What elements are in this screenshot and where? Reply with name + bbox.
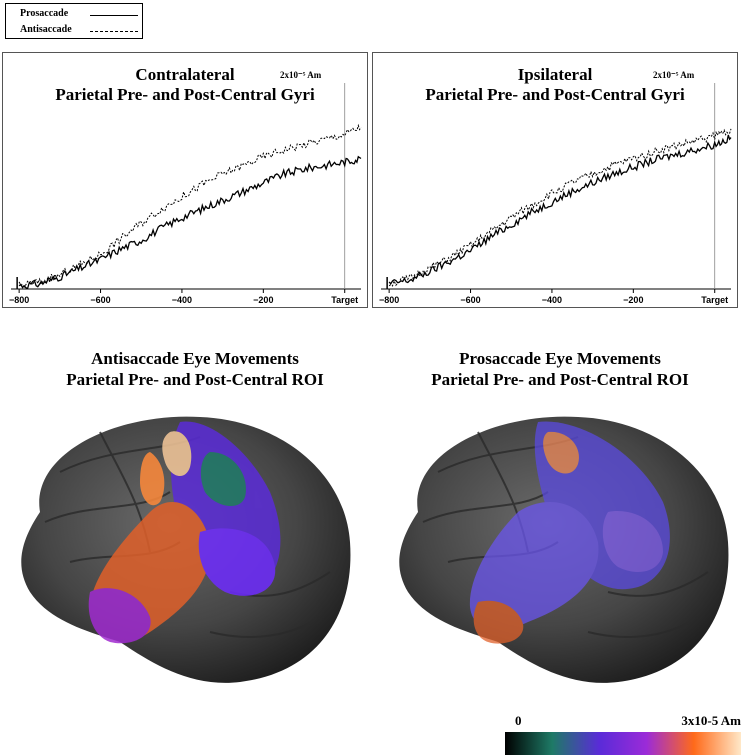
legend-line-prosaccade (90, 15, 138, 16)
brain-title-antisaccade: Antisaccade Eye Movements Parietal Pre- … (30, 348, 360, 390)
legend-label-antisaccade: Antisaccade (20, 24, 72, 35)
legend: Prosaccade Antisaccade (5, 3, 143, 39)
x-tick-label: −400 (542, 295, 562, 305)
chart-panel-ipsilateral: −800 −600 −400 −200 Target Ipsilateral Parie… (372, 52, 738, 308)
colorbar-min-label: 0 (515, 713, 522, 728)
legend-line-antisaccade (90, 31, 138, 32)
scale-label: 2x10⁻⁵ Am (280, 70, 322, 80)
chart-title-line1: Ipsilateral (517, 65, 593, 84)
x-tick-label: −200 (623, 295, 643, 305)
brain-title-line1: Prosaccade Eye Movements (459, 349, 661, 368)
chart-title-line2: Parietal Pre- and Post-Central Gyri (425, 85, 685, 104)
brain-image-antisaccade (21, 416, 351, 683)
x-tick-label: Target (331, 295, 358, 305)
chart-svg-ipsilateral: −800 −600 −400 −200 Target (379, 83, 732, 305)
x-tick-label: −600 (460, 295, 480, 305)
brain-title-line2: Parietal Pre- and Post-Central ROI (431, 370, 689, 389)
colorbar: 0 3x10-5 Am (505, 711, 741, 755)
series-line-prosaccade (18, 155, 362, 290)
chart-title-line2: Parietal Pre- and Post-Central Gyri (55, 85, 315, 104)
x-tick-label: Target (701, 295, 728, 305)
x-tick-label: −600 (90, 295, 110, 305)
x-tick-label: −800 (379, 295, 399, 305)
legend-label-prosaccade: Prosaccade (20, 8, 69, 19)
series-line-prosaccade (388, 134, 732, 285)
brain-title-prosaccade: Prosaccade Eye Movements Parietal Pre- a… (395, 348, 725, 390)
series-line-antisaccade (18, 123, 362, 288)
chart-title-line1: Contralateral (135, 65, 235, 84)
chart-svg-contralateral: −800 −600 −400 −200 Target (9, 83, 362, 305)
brain-title-line2: Parietal Pre- and Post-Central ROI (66, 370, 324, 389)
scale-label: 2x10⁻⁵ Am (653, 70, 695, 80)
colorbar-gradient (505, 732, 741, 755)
x-tick-label: −200 (253, 295, 273, 305)
brain-title-line1: Antisaccade Eye Movements (91, 349, 299, 368)
x-tick-label: −400 (172, 295, 192, 305)
brain-image-prosaccade (399, 416, 729, 683)
colorbar-max-label: 3x10-5 Am (681, 713, 741, 728)
chart-panel-contralateral: −800 −600 −400 −200 Target Contralateral Par… (2, 52, 368, 308)
x-tick-label: −800 (9, 295, 29, 305)
